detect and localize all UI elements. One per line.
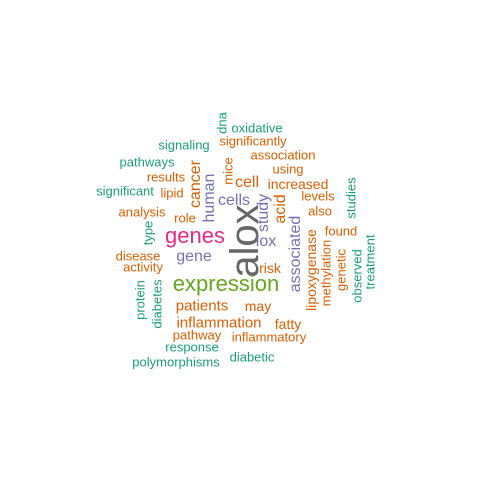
word-diabetic: diabetic: [229, 349, 275, 365]
word-patients: patients: [175, 297, 229, 315]
word-role: role: [174, 210, 196, 226]
word-may: may: [244, 298, 272, 314]
word-study: study: [255, 193, 272, 233]
word-genes: genes: [165, 223, 225, 248]
word-pathways: pathways: [119, 154, 175, 170]
word-results: results: [146, 169, 186, 185]
word-cell: cell: [234, 174, 260, 191]
word-gene: gene: [176, 248, 212, 265]
word-cells: cells: [217, 192, 251, 209]
word-also: also: [308, 203, 332, 219]
word-lipoxygenase: lipoxygenase: [303, 229, 319, 311]
word-activity: activity: [123, 259, 163, 275]
word-inflammatory: inflammatory: [231, 329, 307, 345]
word-type: type: [140, 220, 156, 246]
word-treatment: treatment: [362, 234, 378, 290]
word-response: response: [165, 339, 219, 355]
word-fatty: fatty: [274, 316, 302, 332]
word-using: using: [272, 161, 304, 177]
word-significantly: significantly: [219, 133, 287, 149]
word-disease: disease: [115, 248, 161, 264]
word-mice: mice: [220, 157, 236, 185]
word-cancer: cancer: [187, 159, 204, 209]
word-signaling: signaling: [158, 137, 210, 153]
word-human: human: [201, 173, 218, 223]
word-polymorphisms: polymorphisms: [132, 354, 220, 370]
word-found: found: [324, 223, 358, 239]
word-risk: risk: [259, 260, 281, 276]
word-diabetes: diabetes: [149, 279, 165, 329]
word-increased: increased: [267, 176, 329, 192]
word-levels: levels: [301, 188, 335, 204]
word-lox: lox: [255, 233, 277, 250]
word-inflammation: inflammation: [176, 314, 262, 332]
word-lipid: lipid: [160, 185, 184, 201]
word-association: association: [250, 147, 316, 163]
word-significant: significant: [96, 183, 154, 199]
word-expression: expression: [172, 271, 280, 296]
word-oxidative: oxidative: [231, 120, 283, 136]
word-dna: dna: [214, 112, 230, 134]
word-pathway: pathway: [172, 327, 222, 343]
word-associated: associated: [287, 215, 304, 293]
word-acid: acid: [272, 194, 289, 224]
word-genetic: genetic: [333, 249, 349, 291]
word-methylation: methylation: [318, 239, 334, 307]
word-studies: studies: [343, 177, 359, 219]
word-analysis: analysis: [118, 204, 166, 220]
word-protein: protein: [132, 280, 148, 320]
